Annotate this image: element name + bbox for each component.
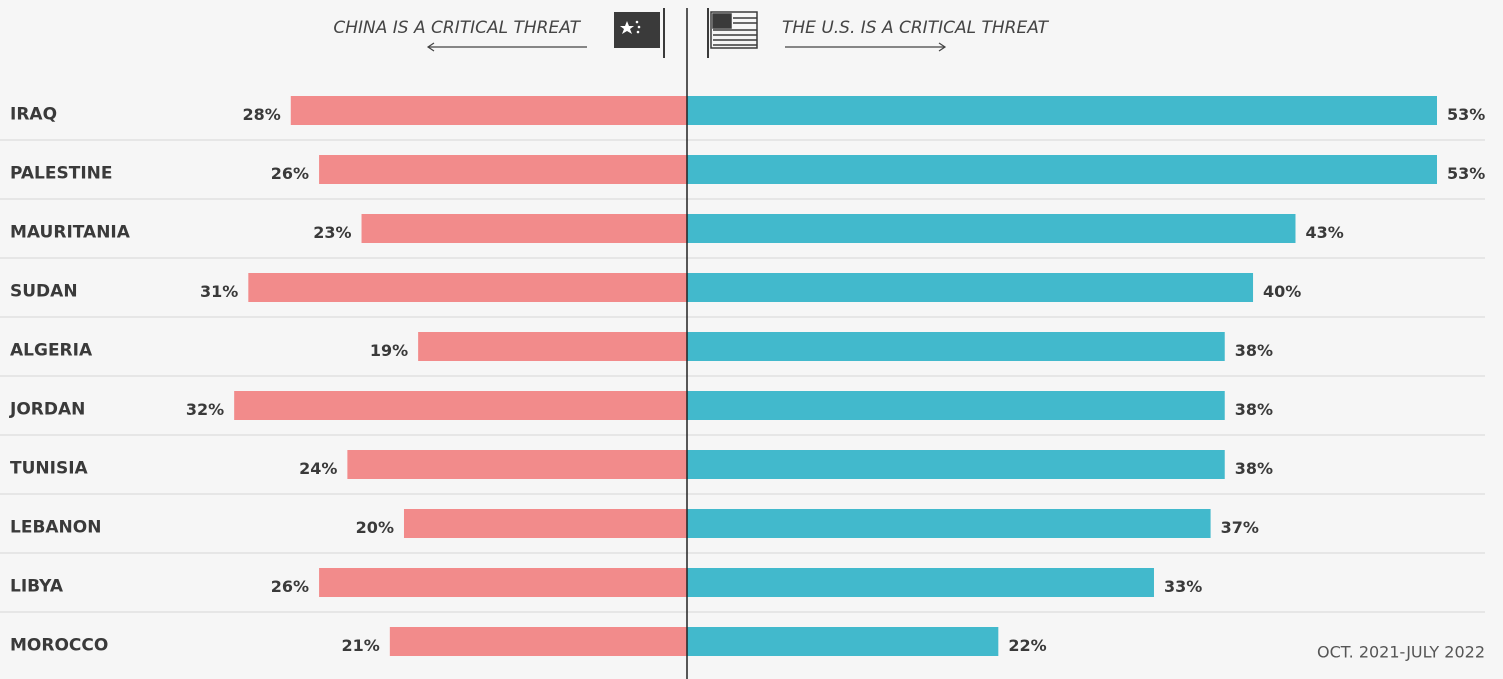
us-flag <box>707 8 758 58</box>
bar <box>687 96 1437 125</box>
value-label: 31% <box>200 282 238 301</box>
value-label: 38% <box>1235 459 1273 478</box>
value-label: 33% <box>1164 577 1202 596</box>
china-flag <box>614 8 665 58</box>
bar <box>347 450 687 479</box>
bar <box>687 450 1225 479</box>
value-label: 38% <box>1235 341 1273 360</box>
bar <box>687 627 999 656</box>
category-label: MAURITANIA <box>10 223 131 243</box>
category-label: MOROCCO <box>10 636 108 656</box>
value-label: 40% <box>1263 282 1301 301</box>
value-label: 38% <box>1235 400 1273 419</box>
bar <box>687 332 1225 361</box>
value-label: 53% <box>1447 105 1485 124</box>
value-label: 26% <box>271 577 309 596</box>
bar <box>403 509 687 538</box>
bar <box>319 568 687 597</box>
value-label: 32% <box>186 400 224 419</box>
value-label: 19% <box>370 341 408 360</box>
category-label: LIBYA <box>10 577 64 597</box>
value-label: 43% <box>1305 223 1343 242</box>
bar <box>290 96 687 125</box>
category-label: ALGERIA <box>10 341 93 361</box>
value-label: 20% <box>356 518 394 537</box>
note: OCT. 2021-JULY 2022 <box>1317 643 1485 662</box>
bar <box>389 627 687 656</box>
bar <box>234 391 688 420</box>
value-label: 37% <box>1221 518 1259 537</box>
value-label: 53% <box>1447 164 1485 183</box>
right-arrow <box>785 42 947 52</box>
bar <box>687 273 1254 302</box>
bar <box>319 155 687 184</box>
value-label: 26% <box>271 164 309 183</box>
value-label: 21% <box>342 636 380 655</box>
value-label: 24% <box>299 459 337 478</box>
bar <box>248 273 688 302</box>
value-label: 28% <box>242 105 280 124</box>
bar <box>687 509 1211 538</box>
bar <box>361 214 687 243</box>
left-legend: CHINA IS A CRITICAL THREAT <box>333 18 581 38</box>
value-label: 23% <box>313 223 351 242</box>
category-label: LEBANON <box>10 518 101 538</box>
bar <box>418 332 687 361</box>
right-legend: THE U.S. IS A CRITICAL THREAT <box>782 18 1050 38</box>
bar <box>687 568 1154 597</box>
bar <box>687 214 1296 243</box>
category-label: SUDAN <box>10 282 78 302</box>
category-label: JORDAN <box>9 400 85 420</box>
category-label: IRAQ <box>10 105 57 125</box>
left-arrow <box>426 42 587 52</box>
category-label: PALESTINE <box>10 164 113 184</box>
bar <box>687 155 1437 184</box>
category-label: TUNISIA <box>10 459 89 479</box>
value-label: 22% <box>1008 636 1046 655</box>
bar <box>687 391 1225 420</box>
